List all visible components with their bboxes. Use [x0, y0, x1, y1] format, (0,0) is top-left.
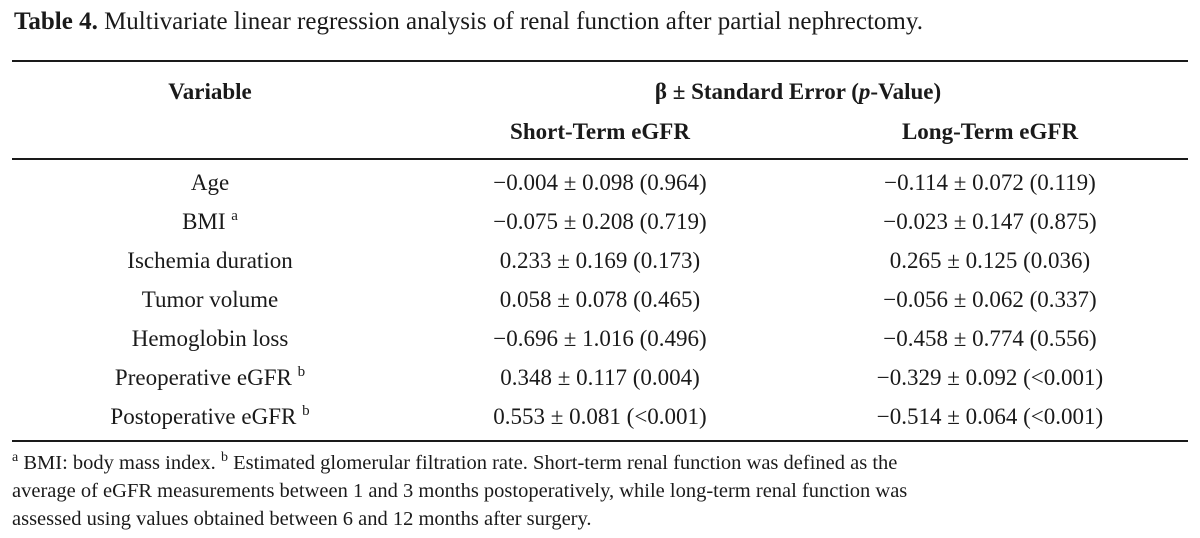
row-variable-footnote-marker: b — [302, 403, 310, 419]
row-long-term-value: −0.514 ± 0.064 (<0.001) — [876, 404, 1104, 429]
row-long-term-value: 0.265 ± 0.125 (0.036) — [889, 248, 1091, 273]
row-variable-footnote-marker: a — [231, 208, 238, 224]
row-long-term-value: −0.023 ± 0.147 (0.875) — [883, 209, 1097, 234]
row-variable-label: Hemoglobin loss — [131, 326, 289, 351]
header-group-suffix: -Value) — [870, 79, 942, 104]
header-short-term: Short-Term eGFR — [510, 119, 690, 144]
row-variable-label: BMI — [182, 209, 226, 234]
footnote: a BMI: body mass index. b Estimated glom… — [12, 449, 1192, 533]
row-variable: Preoperative eGFR b — [115, 363, 305, 393]
row-short-term-value: −0.075 ± 0.208 (0.719) — [493, 209, 707, 234]
header-variable: Variable — [168, 79, 252, 104]
row-short-term-value: 0.348 ± 0.117 (0.004) — [500, 365, 700, 390]
footnote-line-2: average of eGFR measurements between 1 a… — [12, 480, 908, 502]
row-long-term-value: −0.114 ± 0.072 (0.119) — [884, 170, 1096, 195]
header-group: β ± Standard Error (p-Value) — [655, 77, 941, 107]
caption-label: Table 4. — [14, 8, 98, 35]
row-short-term-value: −0.696 ± 1.016 (0.496) — [493, 326, 707, 351]
row-long-term-value: −0.458 ± 0.774 (0.556) — [883, 326, 1097, 351]
footnote-line-3: assessed using values obtained between 6… — [12, 508, 592, 530]
table-caption: Table 4. Multivariate linear regression … — [14, 6, 923, 38]
row-long-term-value: −0.056 ± 0.062 (0.337) — [883, 287, 1097, 312]
header-rule — [12, 158, 1188, 160]
header-group-italic: p — [858, 79, 871, 104]
row-variable: Ischemia duration — [127, 246, 292, 276]
row-variable: Postoperative eGFR b — [110, 402, 309, 432]
footnote-line-1: a BMI: body mass index. b Estimated glom… — [12, 449, 1192, 477]
header-long-term: Long-Term eGFR — [901, 119, 1079, 144]
footnote-sup-a: a — [12, 450, 19, 465]
row-variable: Tumor volume — [142, 285, 279, 315]
row-variable-label: Age — [190, 170, 230, 195]
footnote-sup-b: b — [220, 450, 228, 465]
footnote-text-b: Estimated glomerular filtration rate. Sh… — [227, 452, 898, 474]
row-variable: BMI a — [182, 207, 238, 237]
header-group-prefix: β ± Standard Error ( — [654, 79, 859, 104]
caption-text: Multivariate linear regression analysis … — [104, 8, 923, 35]
row-short-term-value: 0.233 ± 0.169 (0.173) — [499, 248, 701, 273]
row-short-term-value: 0.058 ± 0.078 (0.465) — [499, 287, 701, 312]
row-variable: Hemoglobin loss — [132, 324, 289, 354]
bottom-rule — [12, 440, 1188, 442]
row-variable-label: Tumor volume — [141, 287, 279, 312]
row-variable-label: Ischemia duration — [127, 248, 293, 273]
row-variable: Age — [191, 168, 229, 198]
row-variable-label: Postoperative eGFR — [110, 404, 297, 429]
row-variable-label: Preoperative eGFR — [114, 365, 292, 390]
row-variable-footnote-marker: b — [297, 364, 306, 380]
row-long-term-value: −0.329 ± 0.092 (<0.001) — [876, 365, 1104, 390]
top-rule — [12, 60, 1188, 62]
footnote-text-a: BMI: body mass index. — [18, 452, 221, 474]
row-short-term-value: 0.553 ± 0.081 (<0.001) — [493, 404, 707, 429]
row-short-term-value: −0.004 ± 0.098 (0.964) — [493, 170, 707, 195]
